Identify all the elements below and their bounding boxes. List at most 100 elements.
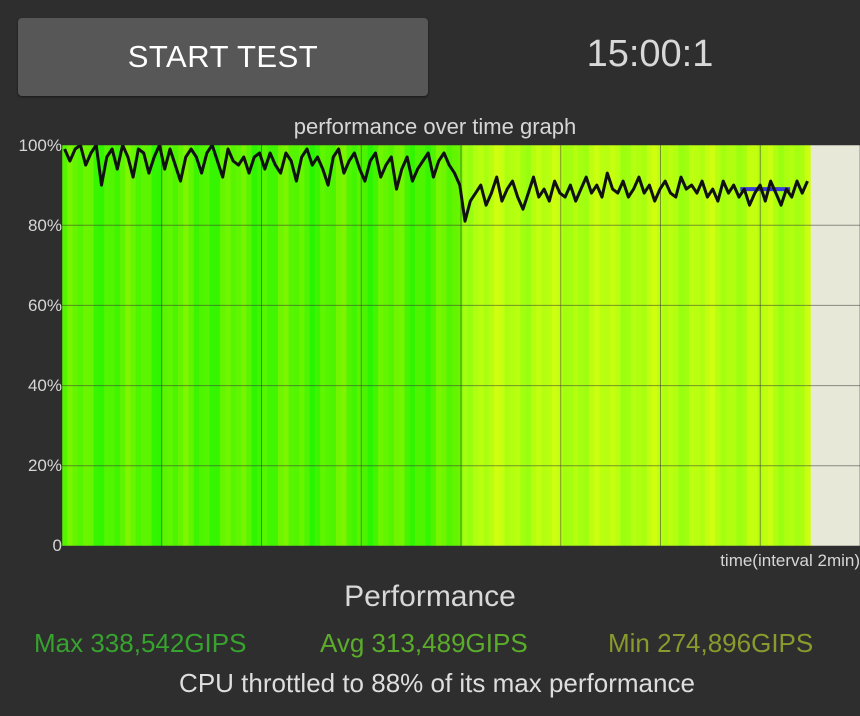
performance-bar	[799, 145, 806, 546]
x-axis-label: time(interval 2min)	[720, 551, 860, 570]
performance-bar	[288, 145, 295, 546]
performance-bar	[114, 145, 121, 546]
performance-bar	[746, 145, 753, 546]
y-tick-60: 60%	[27, 296, 62, 315]
performance-bar	[304, 145, 311, 546]
performance-bar	[530, 145, 537, 546]
performance-bar	[335, 145, 342, 546]
performance-bar	[467, 145, 474, 546]
performance-bar	[694, 145, 701, 546]
performance-bar	[267, 145, 274, 546]
performance-bar	[652, 145, 658, 546]
performance-bar	[93, 145, 100, 546]
performance-bar	[330, 145, 337, 546]
y-tick-0: 0	[52, 536, 62, 555]
performance-bar	[130, 145, 137, 546]
performance-bar	[715, 145, 722, 546]
performance-bar	[704, 145, 711, 546]
performance-bar	[404, 145, 411, 546]
performance-bar	[683, 145, 690, 546]
min-performance: Min 274,896GIPS	[608, 628, 814, 658]
performance-bar	[378, 145, 384, 546]
performance-bar	[262, 145, 269, 546]
performance-bar	[141, 145, 147, 546]
performance-bar	[135, 145, 142, 546]
performance-bar	[351, 145, 358, 546]
performance-bar	[172, 145, 179, 546]
performance-bar	[278, 145, 284, 546]
performance-bar	[520, 145, 527, 546]
performance-bar	[794, 145, 801, 546]
performance-bar	[741, 145, 748, 546]
performance-bar	[72, 145, 79, 546]
performance-bar	[762, 145, 769, 546]
performance-bar	[562, 145, 569, 546]
performance-bar	[341, 145, 348, 546]
performance-bar	[367, 145, 374, 546]
performance-bar	[414, 145, 421, 546]
performance-bar	[478, 145, 485, 546]
performance-bar	[399, 145, 406, 546]
performance-bar	[383, 145, 390, 546]
performance-bar	[388, 145, 395, 546]
performance-bar	[615, 145, 622, 546]
performance-bar	[357, 145, 363, 546]
performance-bar	[541, 145, 548, 546]
performance-bar	[804, 145, 811, 546]
performance-bar	[594, 145, 600, 546]
performance-bar	[636, 145, 643, 546]
performance-bar	[314, 145, 321, 546]
performance-bar	[525, 145, 532, 546]
performance-bar	[425, 145, 432, 546]
performance-bar	[646, 145, 653, 546]
performance-bar	[457, 145, 464, 546]
max-performance: Max 338,542GIPS	[34, 628, 247, 658]
performance-bar	[62, 145, 68, 546]
performance-bar	[583, 145, 590, 546]
performance-bar	[620, 145, 627, 546]
performance-bar	[272, 145, 279, 546]
performance-bar	[451, 145, 458, 546]
performance-bar	[67, 145, 74, 546]
performance-bar	[119, 145, 126, 546]
performance-bar	[604, 145, 611, 546]
performance-bar	[156, 145, 163, 546]
performance-bar	[504, 145, 511, 546]
performance-bar	[783, 145, 790, 546]
performance-bar	[720, 145, 727, 546]
graph-title: performance over time graph	[293, 114, 577, 139]
performance-bar	[752, 145, 759, 546]
performance-bar	[667, 145, 674, 546]
performance-heading: Performance	[344, 580, 516, 613]
performance-bar	[631, 145, 637, 546]
performance-bar	[462, 145, 469, 546]
performance-bar	[441, 145, 448, 546]
performance-bar	[309, 145, 316, 546]
performance-bar	[499, 145, 506, 546]
performance-bar	[509, 145, 516, 546]
performance-bar	[736, 145, 743, 546]
performance-bar	[104, 145, 111, 546]
performance-bar	[446, 145, 453, 546]
performance-bar	[731, 145, 737, 546]
performance-bar	[193, 145, 200, 546]
performance-bar	[567, 145, 574, 546]
performance-bar	[88, 145, 95, 546]
performance-bar	[246, 145, 253, 546]
performance-bar	[673, 145, 680, 546]
performance-bar	[773, 145, 780, 546]
performance-bar	[177, 145, 184, 546]
performance-bar	[214, 145, 221, 546]
performance-bar	[372, 145, 379, 546]
start-test-button[interactable]: START TEST	[18, 18, 428, 96]
performance-bar	[293, 145, 300, 546]
performance-bar	[483, 145, 490, 546]
performance-bar	[430, 145, 437, 546]
performance-bar	[515, 145, 521, 546]
performance-bar	[146, 145, 153, 546]
performance-bar	[346, 145, 353, 546]
performance-bar	[225, 145, 232, 546]
performance-bar	[625, 145, 632, 546]
performance-bar	[546, 145, 553, 546]
performance-bar	[420, 145, 427, 546]
